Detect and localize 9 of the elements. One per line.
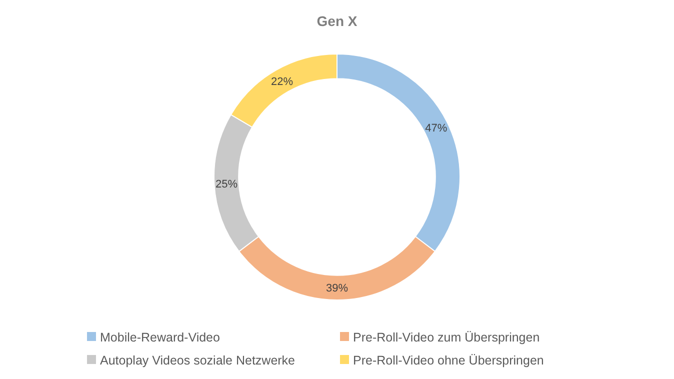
data-label: 39%: [326, 282, 348, 295]
legend-label: Pre-Roll-Video zum Überspringen: [353, 330, 540, 344]
legend-label: Autoplay Videos soziale Netzwerke: [100, 353, 296, 368]
legend-label: Pre-Roll-Video ohne Überspringen: [353, 353, 544, 368]
data-label: 47%: [425, 122, 448, 135]
chart-title: Gen X: [316, 13, 358, 29]
data-label: 22%: [271, 76, 294, 88]
data-label: 25%: [215, 178, 238, 190]
legend-label: Mobile-Reward-Video: [100, 330, 220, 344]
